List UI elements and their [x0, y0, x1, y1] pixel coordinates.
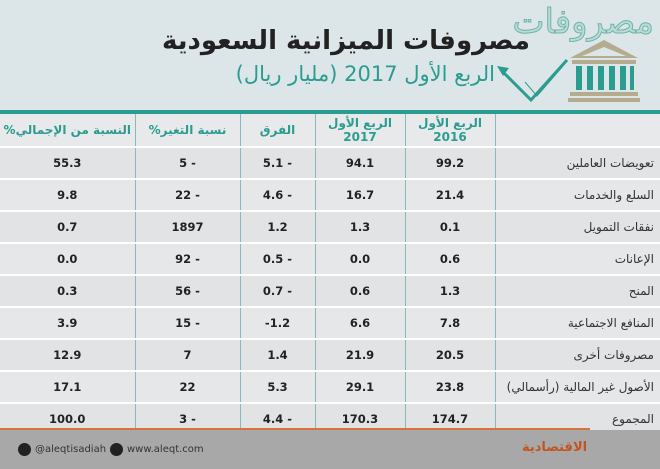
cell-value: 5.1 - — [239, 146, 315, 179]
column-header: الربع الأول 2016 — [404, 114, 495, 147]
table-row: الإعانات 0.6 0.0 0.5 -92 -0.0 — [0, 242, 660, 275]
website-url: www.aleqt.com — [127, 444, 204, 455]
cell-value: 0.7 — [0, 210, 135, 243]
cell-value: 0.7 - — [239, 274, 315, 307]
row-label: الأصول غير المالية (رأسمالي) — [494, 370, 660, 403]
table-row: المنافع الاجتماعية 7.8 6.6 -1.2 15 -3.9 — [0, 306, 660, 339]
cell-value: 1.3 — [404, 274, 495, 307]
cell-value: 99.2 — [404, 146, 495, 179]
divider — [0, 110, 660, 114]
twitter-link[interactable]: @aleqtisadiah — [18, 443, 106, 456]
cell-value: 0.6 — [314, 274, 405, 307]
cell-value: -1.2 — [239, 306, 315, 339]
row-label: مصروفات أخرى — [494, 338, 660, 371]
cell-value: 7 — [134, 338, 240, 371]
table-row: الأصول غير المالية (رأسمالي) 23.8 29.1 5.3 2… — [0, 370, 660, 403]
column-header: الربع الأول 2017 — [314, 114, 405, 147]
cell-value: 3.9 — [0, 306, 135, 339]
cell-value: 0.5 - — [239, 242, 315, 275]
cell-value: 5 - — [134, 146, 240, 179]
cell-value: 1897 — [134, 210, 240, 243]
cell-value: 0.0 — [314, 242, 405, 275]
cell-value: 15 - — [134, 306, 240, 339]
cell-value: 0.1 — [404, 210, 495, 243]
column-header — [494, 114, 660, 147]
cell-value: 1.4 — [239, 338, 315, 371]
bank-icon — [568, 40, 640, 102]
cell-value: 20.5 — [404, 338, 495, 371]
logo: الاقتصادية — [522, 440, 588, 455]
cell-value: 94.1 — [314, 146, 405, 179]
ghost-title: مصروفات — [512, 2, 654, 43]
globe-icon — [110, 443, 123, 456]
table-header-row: الربع الأول 2016 الربع الأول 2017 الفرق نسب… — [0, 114, 660, 147]
page-title: مصروفات الميزانية السعودية — [162, 26, 530, 56]
cell-value: 9.8 — [0, 178, 135, 211]
row-label: تعويضات العاملين — [494, 146, 660, 179]
cell-value: 1.3 — [314, 210, 405, 243]
cell-value: 56 - — [134, 274, 240, 307]
column-header: الفرق — [239, 114, 315, 147]
table-row: السلع والخدمات 21.4 16.7 4.6 -22 -9.8 — [0, 178, 660, 211]
cell-value: 0.3 — [0, 274, 135, 307]
row-label: المنافع الاجتماعية — [494, 306, 660, 339]
column-header: النسبة من الإجمالي% — [0, 114, 135, 147]
table-row: نفقات التمويل 0.1 1.3 1.2 1897 0.7 — [0, 210, 660, 243]
row-label: الإعانات — [494, 242, 660, 275]
cell-value: 22 — [134, 370, 240, 403]
cell-value: 12.9 — [0, 338, 135, 371]
header — [0, 0, 660, 110]
cell-value: 0.0 — [0, 242, 135, 275]
table-row: مصروفات أخرى 20.5 21.9 1.4 7 12.9 — [0, 338, 660, 371]
cell-value: 16.7 — [314, 178, 405, 211]
cell-value: 21.9 — [314, 338, 405, 371]
cell-value: 55.3 — [0, 146, 135, 179]
cell-value: 29.1 — [314, 370, 405, 403]
cell-value: 23.8 — [404, 370, 495, 403]
cell-value: 4.6 - — [239, 178, 315, 211]
cell-value: 7.8 — [404, 306, 495, 339]
trend-arrow-icon — [497, 58, 569, 103]
expenses-table: الربع الأول 2016 الربع الأول 2017 الفرق نسب… — [0, 114, 660, 434]
cell-value: 17.1 — [0, 370, 135, 403]
row-label: المنح — [494, 274, 660, 307]
cell-value: 5.3 — [239, 370, 315, 403]
table-row: المنح 1.3 0.6 0.7 -56 -0.3 — [0, 274, 660, 307]
website-link[interactable]: www.aleqt.com — [110, 443, 204, 456]
cell-value: 0.6 — [404, 242, 495, 275]
column-header: نسبة التغير% — [134, 114, 240, 147]
orange-line — [0, 428, 590, 430]
page-subtitle: الربع الأول 2017 (مليار ريال) — [235, 62, 495, 86]
cell-value: 6.6 — [314, 306, 405, 339]
row-label: السلع والخدمات — [494, 178, 660, 211]
row-label: نفقات التمويل — [494, 210, 660, 243]
table-row: تعويضات العاملين 99.2 94.1 5.1 -5 -55.3 — [0, 146, 660, 179]
cell-value: 22 - — [134, 178, 240, 211]
cell-value: 1.2 — [239, 210, 315, 243]
cell-value: 21.4 — [404, 178, 495, 211]
twitter-handle: @aleqtisadiah — [35, 444, 107, 455]
twitter-icon — [18, 443, 31, 456]
cell-value: 92 - — [134, 242, 240, 275]
